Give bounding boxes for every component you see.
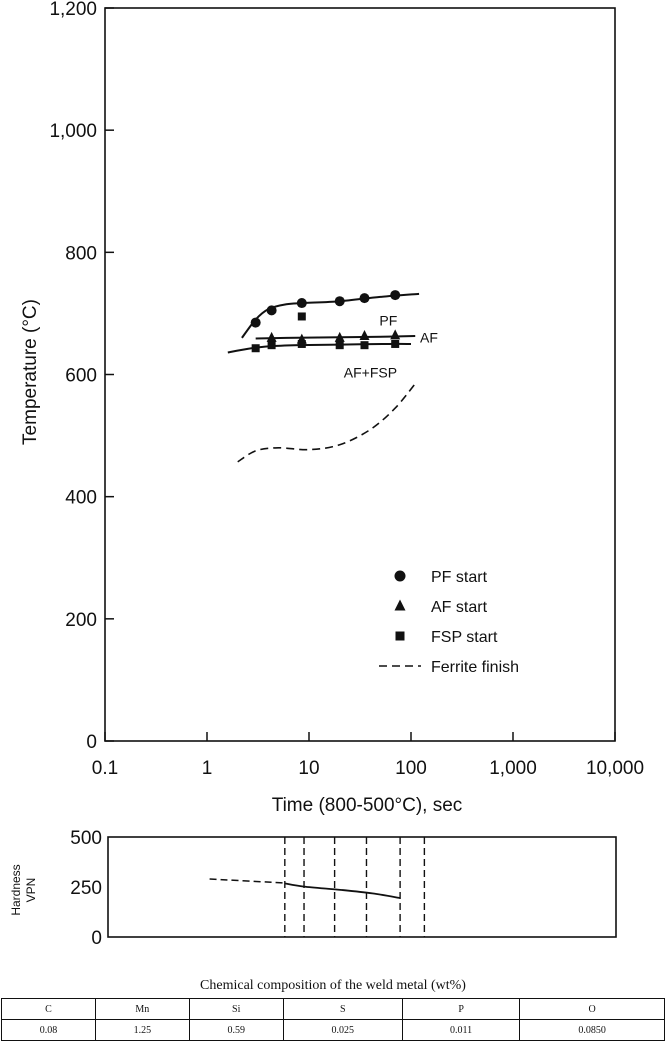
region-label: AF+FSP (344, 364, 397, 380)
ferrite-finish-curve (237, 383, 416, 463)
square-point (335, 341, 344, 350)
x-tick-label: 10,000 (586, 758, 644, 779)
legend-triangle-marker (394, 599, 406, 611)
triangle-point (266, 331, 277, 342)
square-point (297, 339, 306, 348)
hardness-ylabel-line2: VPN (24, 878, 38, 903)
circle-point (359, 293, 370, 304)
square-point (267, 341, 276, 350)
x-tick-label: 0.1 (92, 758, 118, 779)
legend-circle-marker (394, 570, 406, 582)
composition-value-cell: 0.011 (401, 1019, 521, 1041)
hardness-ylabel-line1: Hardness (9, 864, 23, 915)
x-tick-label: 1,000 (489, 758, 537, 779)
legend-label: PF start (431, 569, 488, 586)
triangle-point (390, 329, 401, 340)
legend: PF start AF start FSP start Ferrite finish (379, 569, 519, 676)
triangle-point (359, 330, 370, 341)
composition-value-row: 0.08 1.25 0.59 0.025 0.011 0.0850 (1, 1019, 665, 1041)
square-point (297, 312, 306, 321)
y-tick-label: 600 (65, 366, 97, 387)
composition-header-cell: S (282, 998, 403, 1020)
y-tick-label: 200 (65, 610, 97, 631)
circle-point (296, 298, 307, 309)
y-tick-label: 400 (65, 488, 97, 509)
data-points (250, 290, 401, 353)
composition-header-cell: O (519, 998, 665, 1020)
square-point (391, 339, 400, 348)
composition-value-cell: 0.025 (282, 1019, 403, 1041)
composition-title: Chemical composition of the weld metal (… (200, 978, 466, 993)
circle-point (266, 305, 277, 316)
legend-label: Ferrite finish (431, 659, 519, 676)
x-tick-label: 1 (202, 758, 213, 779)
composition-header-cell: Si (188, 998, 284, 1020)
composition-header-cell: Mn (94, 998, 190, 1020)
y-axis-ticks: 0 200 400 600 800 1,000 1,200 (49, 0, 114, 753)
composition-value-cell: 1.25 (94, 1019, 190, 1041)
x-axis-ticks: 0.1 1 10 100 1,000 10,000 (92, 732, 644, 779)
legend-label: AF start (431, 599, 488, 616)
region-label: PF (379, 313, 397, 329)
square-point (251, 344, 260, 353)
y-tick-label: 800 (65, 243, 97, 264)
region-labels: PF AF AF+FSP (344, 313, 438, 381)
x-tick-label: 10 (298, 758, 319, 779)
composition-header-cell: P (401, 998, 521, 1020)
x-tick-label: 100 (395, 758, 427, 779)
circle-point (390, 290, 401, 301)
y-tick-label: 1,200 (49, 0, 97, 20)
hardness-lines (209, 878, 401, 899)
hardness-y-tick-label: 500 (70, 828, 102, 849)
region-label: AF (420, 330, 438, 346)
y-axis-label: Temperature (°C) (20, 299, 41, 445)
y-tick-label: 0 (86, 732, 97, 753)
composition-table: C Mn Si S P O 0.08 1.25 0.59 0.025 0.011… (1, 998, 665, 1041)
hardness-y-tick-label: 0 (91, 928, 102, 949)
circle-point (334, 296, 345, 307)
triangle-point (334, 331, 345, 342)
hardness-chart: 0 250 500 Hardness VPN (9, 828, 617, 949)
hardness-y-tick-label: 250 (70, 878, 102, 899)
legend-square-marker (395, 631, 405, 641)
legend-label: FSP start (431, 629, 498, 646)
x-axis-label: Time (800-500°C), sec (272, 795, 463, 816)
composition-value-cell: 0.0850 (519, 1019, 665, 1041)
hardness-solid-line (284, 882, 401, 899)
y-tick-label: 1,000 (49, 121, 97, 142)
composition-header-row: C Mn Si S P O (1, 998, 665, 1020)
composition-value-cell: 0.08 (1, 1019, 96, 1041)
cct-chart: 0 200 400 600 800 1,000 1,200 0.1 1 10 100 1,000 10… (20, 0, 644, 816)
composition-header-cell: C (1, 998, 96, 1020)
hardness-plot-frame (107, 836, 617, 938)
composition-value-cell: 0.59 (188, 1019, 284, 1041)
hardness-y-ticks: 0 250 500 (70, 828, 102, 949)
hardness-dashed-line (209, 878, 285, 884)
circle-point (250, 317, 261, 328)
square-point (360, 341, 369, 350)
